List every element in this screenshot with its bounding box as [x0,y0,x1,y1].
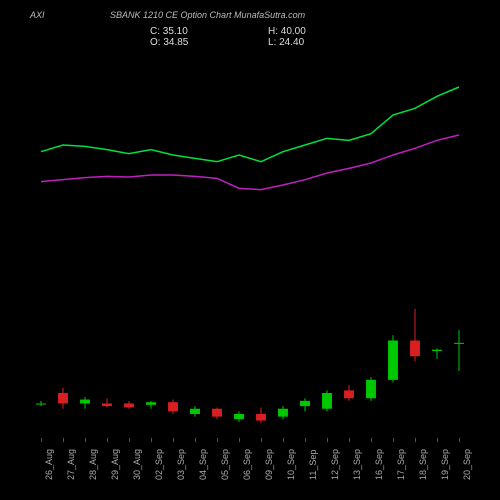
candle-up [190,409,200,414]
x-axis-label: 09_Sep [264,449,274,480]
candle-up [322,393,332,409]
candle-down [410,341,420,357]
x-tick [195,438,196,442]
close-row: C: 35.10 [150,26,188,37]
x-tick [283,438,284,442]
candle-up [300,401,310,406]
symbol-prefix: AXI [30,10,45,20]
x-axis-label: 02_Sep [154,449,164,480]
chart-title: SBANK 1210 CE Option Chart MunafaSutra.c… [110,10,305,20]
overlay-line-2 [41,135,459,190]
x-axis-label: 06_Sep [242,449,252,480]
x-axis: 26_Aug 27_Aug 28_Aug 29_Aug 30_Aug 02_Sep 03_S… [30,440,470,500]
x-tick [63,438,64,442]
x-tick [349,438,350,442]
plot-area [30,45,470,440]
candle-down [168,402,178,411]
x-axis-label: 05_Sep [220,449,230,480]
candle-up [454,343,464,344]
candle-down [212,409,222,417]
x-axis-label: 30_Aug [132,449,142,480]
x-axis-label: 16_Sep [374,449,384,480]
x-tick [151,438,152,442]
high-value: 40.00 [281,26,306,37]
x-axis-label: 28_Aug [88,449,98,480]
x-axis-label: 20_Sep [462,449,472,480]
x-tick [217,438,218,442]
high-row: H: 40.00 [268,26,306,37]
x-axis-label: 29_Aug [110,449,120,480]
x-axis-label: 04_Sep [198,449,208,480]
candle-down [124,404,134,408]
candle-down [344,390,354,398]
x-tick [173,438,174,442]
x-tick [371,438,372,442]
x-axis-label: 12_Sep [330,449,340,480]
x-axis-label: 03_Sep [176,449,186,480]
candle-up [432,350,442,351]
x-axis-label: 11_Sep [308,450,318,480]
candle-down [58,393,68,404]
x-tick [107,438,108,442]
overlay-line-1 [41,87,459,162]
candle-up [146,402,156,405]
candle-down [102,404,112,407]
candle-up [36,404,46,405]
x-axis-label: 17_Sep [396,449,406,480]
x-axis-label: 26_Aug [44,449,54,480]
candle-down [256,414,266,421]
x-tick [459,438,460,442]
x-tick [85,438,86,442]
x-axis-label: 13_Sep [352,449,362,480]
candle-up [388,341,398,380]
x-tick [305,438,306,442]
candle-up [80,400,90,404]
x-axis-label: 27_Aug [66,449,76,480]
candle-up [366,380,376,398]
x-tick [41,438,42,442]
x-tick [129,438,130,442]
x-tick [327,438,328,442]
chart-container: AXI SBANK 1210 CE Option Chart MunafaSut… [0,0,500,500]
x-axis-label: 18_Sep [418,449,428,480]
x-tick [437,438,438,442]
candle-up [234,414,244,419]
x-axis-label: 19_Sep [440,449,450,480]
candle-up [278,409,288,417]
x-tick [239,438,240,442]
x-tick [261,438,262,442]
high-label: H: [268,26,278,37]
x-axis-label: 10_Sep [286,449,296,480]
close-label: C: [150,26,160,37]
x-tick [415,438,416,442]
close-value: 35.10 [163,26,188,37]
x-tick [393,438,394,442]
